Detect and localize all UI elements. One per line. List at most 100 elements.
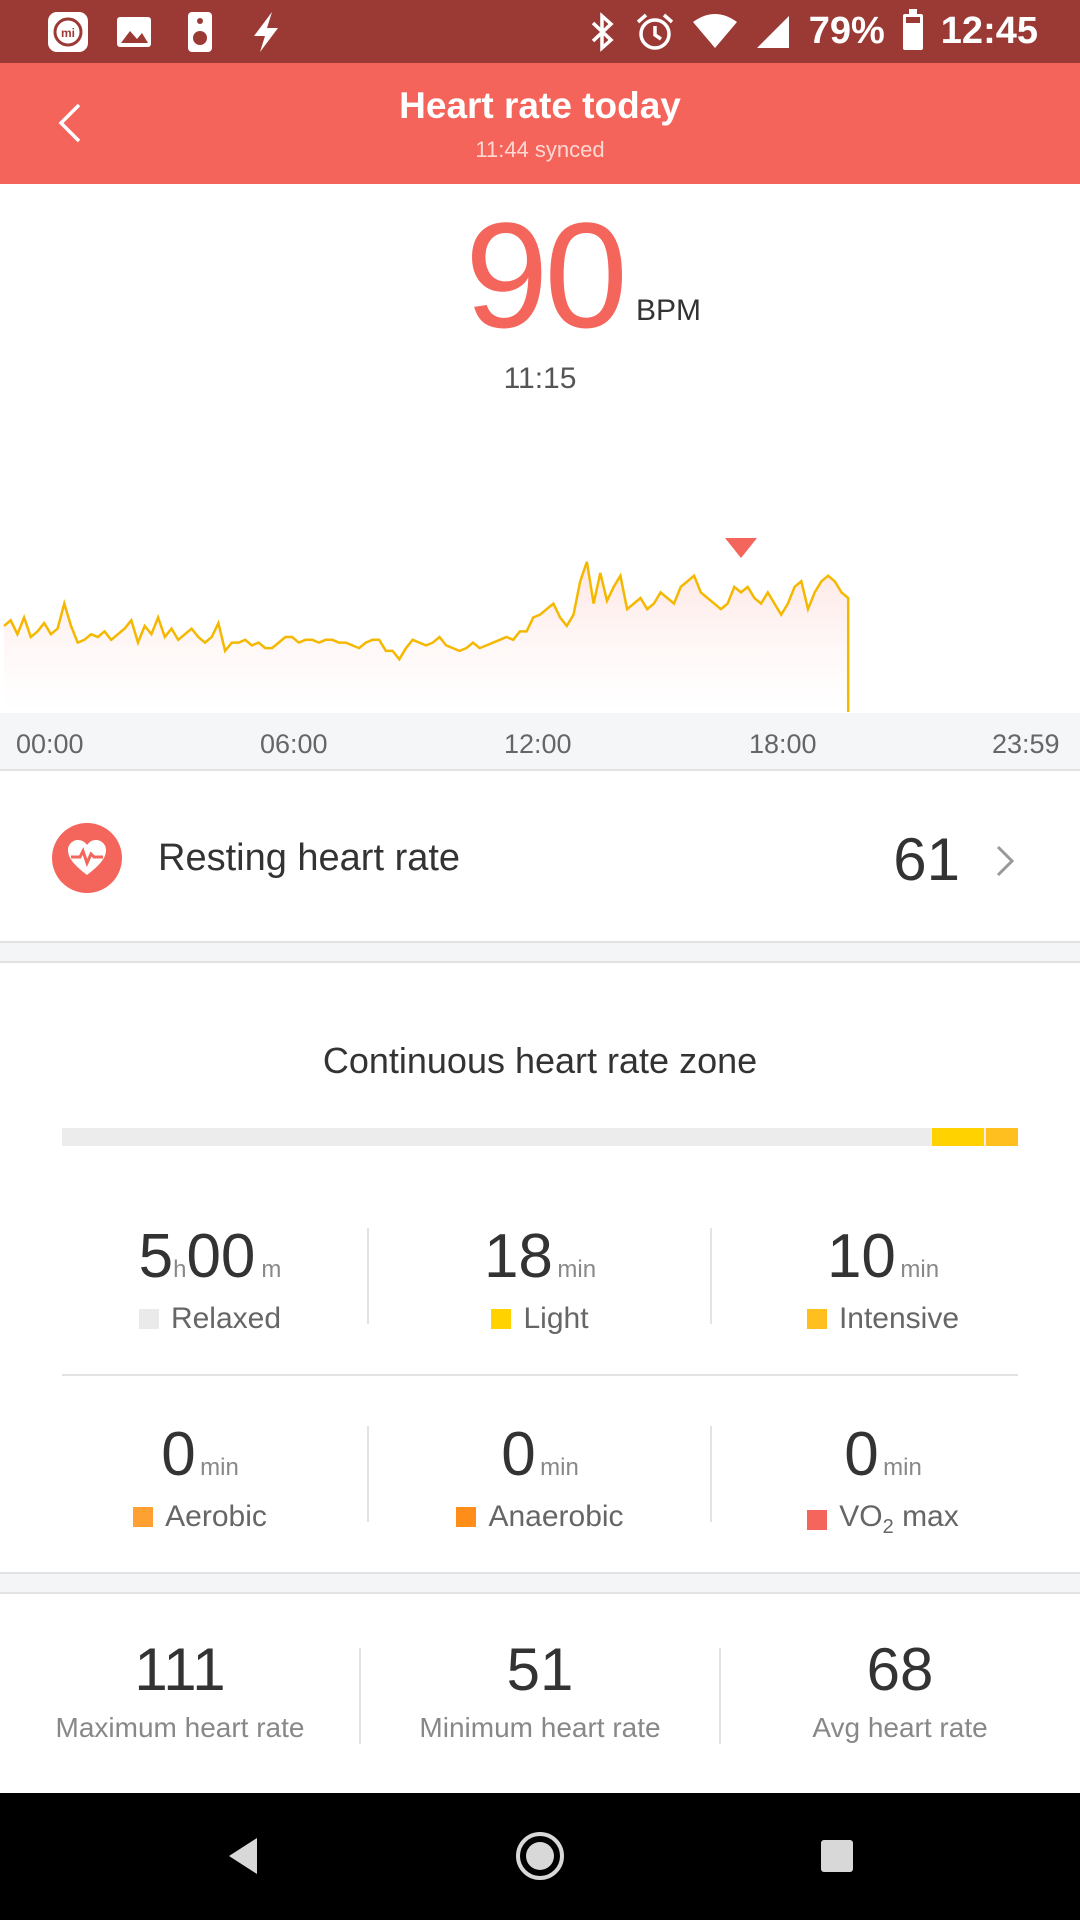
avg-heart-rate-value: 68 (866, 1636, 934, 1703)
intensive-swatch (806, 1309, 827, 1329)
nav-back-button[interactable] (208, 1821, 278, 1891)
axis-label-2359: 23:59 (992, 729, 1060, 759)
zone-intensive: 10 min Intensive (711, 1226, 1055, 1336)
avg-heart-rate-label: Avg heart rate (812, 1712, 988, 1743)
nav-recents-button[interactable] (802, 1821, 872, 1891)
zone-divider (367, 1228, 369, 1324)
heart-rate-chart[interactable] (0, 520, 1080, 715)
page-title: Heart rate today (399, 85, 681, 126)
clock: 12:45 (940, 10, 1038, 52)
anaerobic-unit: min (540, 1454, 579, 1481)
zone-divider (710, 1228, 712, 1324)
heart-rate-area (4, 561, 849, 712)
current-time-marker[interactable] (725, 538, 757, 558)
light-minutes: 18 (483, 1222, 553, 1291)
section-divider (0, 1572, 1080, 1594)
stats-divider (719, 1648, 721, 1744)
light-unit: min (557, 1256, 597, 1283)
sync-status: 11:44 synced (475, 137, 605, 162)
max-heart-rate: 111 Maximum heart rate (0, 1640, 360, 1744)
anaerobic-minutes: 0 (501, 1420, 536, 1489)
heart-icon (52, 823, 122, 893)
wifi-icon (692, 13, 737, 48)
zone-vo2max: 0 min VO2 max (711, 1424, 1055, 1539)
light-swatch (491, 1309, 512, 1329)
light-label: Light (523, 1302, 589, 1335)
zone-row-divider (62, 1374, 1018, 1376)
circle-home-icon (516, 1832, 564, 1880)
alarm-icon (636, 13, 673, 50)
resting-heart-rate-row[interactable]: Resting heart rate 61 (0, 771, 1080, 941)
heart-rate-line (3, 561, 850, 712)
max-heart-rate-label: Maximum heart rate (55, 1712, 305, 1743)
aerobic-label: Aerobic (165, 1500, 267, 1533)
intensive-unit: min (900, 1256, 940, 1283)
system-nav-bar (0, 1793, 1080, 1920)
vo2max-label-prefix: VO (839, 1500, 883, 1533)
vo2max-unit: min (883, 1454, 922, 1481)
speaker-icon (178, 10, 222, 54)
zone-light: 18 min Light (368, 1226, 712, 1336)
axis-label-0600: 06:00 (260, 729, 328, 759)
max-heart-rate-value: 111 (134, 1636, 226, 1703)
vo2max-swatch (807, 1509, 828, 1530)
intensive-minutes: 10 (826, 1222, 896, 1291)
relaxed-hours-unit: h (173, 1256, 187, 1283)
section-divider (0, 941, 1080, 963)
resting-heart-rate-value: 61 (893, 826, 960, 893)
back-button[interactable] (40, 93, 100, 153)
relaxed-hours: 5 (138, 1222, 174, 1291)
zone-title: Continuous heart rate zone (322, 1040, 758, 1081)
relaxed-minutes-unit: m (261, 1256, 282, 1283)
zone-bar-light (932, 1128, 984, 1146)
battery-percent: 79% (808, 10, 885, 52)
current-bpm-value: 90 (465, 191, 628, 359)
mi-fit-icon: mi (46, 10, 90, 54)
intensive-label: Intensive (838, 1302, 960, 1335)
bluetooth-icon (591, 11, 614, 52)
resting-heart-rate-label: Resting heart rate (158, 837, 461, 879)
time-axis: 00:00 06:00 12:00 18:00 23:59 (0, 713, 1080, 771)
square-recents-icon (821, 1840, 853, 1872)
zone-divider (367, 1426, 369, 1522)
relaxed-minutes: 00 (186, 1222, 256, 1291)
bpm-unit: BPM (636, 294, 702, 327)
flash-icon (244, 10, 288, 54)
aerobic-swatch (133, 1507, 154, 1527)
axis-label-0000: 00:00 (16, 729, 84, 759)
chevron-right-icon (996, 845, 1015, 877)
battery-icon (902, 8, 923, 50)
zone-bar-intensive (986, 1128, 1018, 1146)
signal-icon (756, 15, 789, 48)
vo2max-minutes: 0 (844, 1420, 879, 1489)
axis-label-1200: 12:00 (504, 729, 572, 759)
image-icon (112, 10, 156, 54)
chevron-left-icon (58, 103, 81, 143)
anaerobic-swatch (456, 1507, 477, 1527)
svg-text:mi: mi (61, 26, 75, 40)
status-bar: mi 79% 12:45 (0, 0, 1080, 63)
axis-label-1800: 18:00 (749, 729, 817, 759)
stats-divider (359, 1648, 361, 1744)
aerobic-minutes: 0 (161, 1420, 196, 1489)
relaxed-label: Relaxed (170, 1302, 282, 1335)
zone-divider (710, 1426, 712, 1522)
anaerobic-label: Anaerobic (488, 1500, 624, 1533)
triangle-back-icon (229, 1838, 257, 1874)
min-heart-rate-value: 51 (506, 1636, 574, 1703)
min-heart-rate-label: Minimum heart rate (419, 1712, 661, 1743)
zone-distribution-bar (62, 1128, 1018, 1146)
aerobic-unit: min (200, 1454, 239, 1481)
vo2max-label-suffix: max (902, 1500, 959, 1533)
nav-home-button[interactable] (505, 1821, 575, 1891)
zone-aerobic: 0 min Aerobic (28, 1424, 372, 1534)
zone-anaerobic: 0 min Anaerobic (368, 1424, 712, 1534)
avg-heart-rate: 68 Avg heart rate (720, 1640, 1080, 1744)
zone-relaxed: 5h00 m Relaxed (38, 1226, 382, 1336)
min-heart-rate: 51 Minimum heart rate (360, 1640, 720, 1744)
app-bar: Heart rate today 11:44 synced (0, 63, 1080, 184)
vo2max-label-sub: 2 (882, 1516, 894, 1538)
relaxed-swatch (138, 1309, 159, 1329)
current-reading-time: 11:15 (503, 362, 577, 395)
vo2max-label: VO2 max (839, 1500, 959, 1539)
